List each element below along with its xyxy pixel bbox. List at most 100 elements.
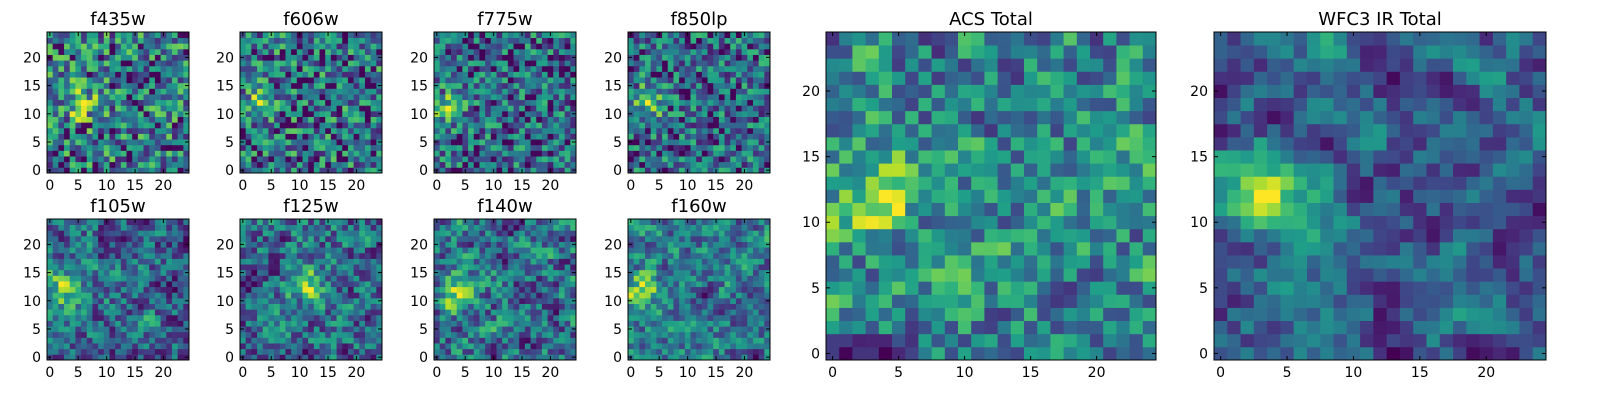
heatmap-cell [285, 43, 292, 50]
heatmap-cell [696, 32, 703, 39]
heatmap-cell [519, 241, 526, 248]
heatmap-cell [553, 139, 560, 146]
heatmap-cell [47, 309, 54, 316]
heatmap-cell [86, 122, 93, 129]
heatmap-cell [718, 297, 725, 304]
heatmap-cell [166, 127, 173, 134]
heatmap-cell [296, 281, 303, 288]
heatmap-cell [160, 71, 167, 78]
heatmap-cell [445, 320, 452, 327]
heatmap-cell [645, 337, 652, 344]
heatmap-cell [69, 297, 76, 304]
heatmap-cell [541, 54, 548, 61]
heatmap-cell [149, 110, 156, 117]
heatmap-cell [684, 122, 691, 129]
heatmap-cell [707, 71, 714, 78]
heatmap-cell [319, 122, 326, 129]
axes-frame [627, 31, 771, 174]
heatmap-cell [149, 297, 156, 304]
heatmap-cell [530, 122, 537, 129]
heatmap-cell [347, 264, 354, 271]
heatmap-cell [132, 156, 139, 163]
heatmap-cell [47, 48, 54, 55]
heatmap-cell [519, 60, 526, 67]
heatmap-cell [513, 269, 520, 276]
heatmap-cell [650, 54, 657, 61]
heatmap-cell [667, 314, 674, 321]
heatmap-cell [650, 292, 657, 299]
heatmap-cell [764, 348, 771, 355]
heatmap-cell [524, 219, 531, 226]
heatmap-cell [285, 326, 292, 333]
heatmap-cell [115, 337, 122, 344]
heatmap-cell [541, 77, 548, 84]
heatmap-cell [342, 297, 349, 304]
heatmap-cell [245, 286, 252, 293]
heatmap-cell [143, 354, 150, 361]
heatmap-cell [628, 65, 635, 72]
heatmap-cell [570, 230, 577, 237]
heatmap-cell [524, 139, 531, 146]
heatmap-cell [98, 77, 105, 84]
heatmap-cell [166, 139, 173, 146]
heatmap-cell [547, 252, 554, 259]
heatmap-cell [679, 122, 686, 129]
heatmap-cell [109, 224, 116, 231]
heatmap-cell [347, 150, 354, 157]
heatmap-cell [690, 122, 697, 129]
heatmap-cell [524, 297, 531, 304]
heatmap-cell [143, 122, 150, 129]
heatmap-cell [257, 65, 264, 72]
heatmap-cell [541, 133, 548, 140]
heatmap-cell [302, 82, 309, 89]
heatmap-cell [92, 77, 99, 84]
heatmap-cell [86, 269, 93, 276]
heatmap-cell [496, 309, 503, 316]
heatmap-cell [673, 156, 680, 163]
heatmap-cell [673, 82, 680, 89]
heatmap-cell [701, 309, 708, 316]
heatmap-cell [359, 337, 366, 344]
heatmap-cell [183, 281, 190, 288]
heatmap-cell [353, 326, 360, 333]
heatmap-cell [132, 348, 139, 355]
heatmap-cell [473, 133, 480, 140]
heatmap-cell [502, 144, 509, 151]
heatmap-cell [730, 139, 737, 146]
heatmap-cell [473, 219, 480, 226]
heatmap-cell [274, 224, 281, 231]
heatmap-cell [336, 269, 343, 276]
heatmap-cell [656, 48, 663, 55]
heatmap-cell [662, 269, 669, 276]
heatmap-cell [52, 343, 59, 350]
heatmap-cell [313, 348, 320, 355]
heatmap-cell [462, 264, 469, 271]
heatmap-cell [240, 258, 247, 265]
heatmap-cell [541, 252, 548, 259]
heatmap-cell [667, 297, 674, 304]
heatmap-cell [115, 71, 122, 78]
heatmap-cell [445, 292, 452, 299]
heatmap-cell [347, 82, 354, 89]
heatmap-cell [177, 297, 184, 304]
heatmap-cell [285, 303, 292, 310]
heatmap-cell [171, 314, 179, 321]
heatmap-cell [115, 110, 122, 117]
heatmap-cell [240, 264, 247, 271]
heatmap-cell [302, 161, 309, 168]
heatmap-cell [251, 269, 258, 276]
heatmap-cell [707, 133, 714, 140]
heatmap-cell [69, 230, 76, 237]
heatmap-cell [679, 37, 686, 44]
heatmap-cell [257, 48, 264, 55]
heatmap-cell [126, 144, 133, 151]
heatmap-cell [291, 331, 298, 338]
heatmap-cell [262, 219, 269, 226]
heatmap-cell [75, 60, 82, 67]
heatmap-cell [758, 326, 765, 333]
heatmap-cell [240, 235, 247, 242]
heatmap-cell [473, 286, 480, 293]
heatmap-cell [319, 269, 326, 276]
heatmap-cell [103, 110, 110, 117]
heatmap-cell [64, 94, 71, 101]
